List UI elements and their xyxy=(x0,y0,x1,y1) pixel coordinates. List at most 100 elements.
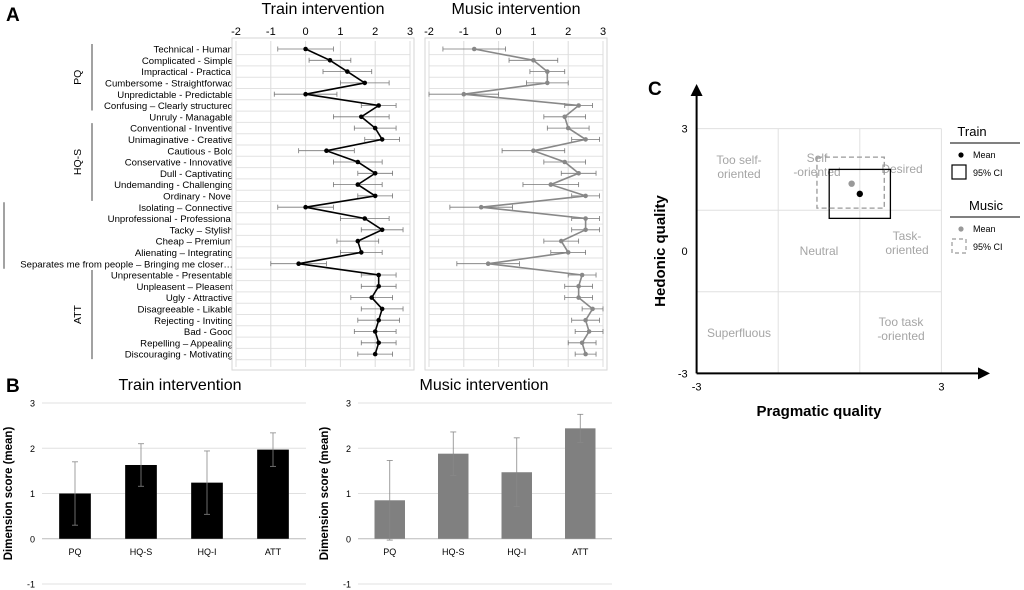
c-region-label: -oriented xyxy=(877,329,924,343)
music-a-point xyxy=(583,227,588,233)
category-label: Alienating – Integrating xyxy=(135,248,233,259)
music-a-xtick-label: 1 xyxy=(530,26,536,38)
c-ci-box-train xyxy=(828,168,892,220)
c-region-label: Superfluous xyxy=(707,326,771,340)
train-a-point xyxy=(355,182,361,187)
train-a-xtick-label: -1 xyxy=(266,26,276,38)
category-label: Separates me from people – Bringing me c… xyxy=(20,259,233,270)
train-a-point xyxy=(376,317,381,323)
train-a-point xyxy=(372,193,378,199)
music-a-point xyxy=(562,159,568,165)
train-a-point xyxy=(379,306,385,312)
train-a-point xyxy=(369,295,375,300)
category-label: Cautious - Bold xyxy=(167,146,233,157)
music-a-point xyxy=(583,317,588,323)
music-a-point xyxy=(562,114,568,120)
music-a-point xyxy=(583,193,588,199)
music-a-point xyxy=(583,137,588,142)
c-legend-music-mean-marker xyxy=(958,226,964,232)
music-a-point xyxy=(586,329,592,334)
c-ytick-label: 3 xyxy=(681,124,687,136)
train-a-point xyxy=(345,69,350,74)
c-mean-point-music xyxy=(848,180,855,187)
train-a-point xyxy=(358,114,364,120)
train-a-point xyxy=(324,148,329,153)
category-label: Impractical - Practical xyxy=(141,67,233,78)
music-a-point xyxy=(579,272,585,278)
music-b-ytick-label: 2 xyxy=(346,444,351,454)
group-label: ATT xyxy=(72,304,84,324)
category-label: Cumbersome - Straightforwad xyxy=(105,79,233,90)
music-b-category-label: HQ-S xyxy=(442,547,465,557)
train-a-xtick-label: 1 xyxy=(337,26,343,38)
category-label: Discouraging - Motivating xyxy=(125,350,233,361)
c-ci-box-music xyxy=(816,156,885,209)
category-label: Tacky – Stylish xyxy=(170,225,233,236)
music-a-xtick-label: -1 xyxy=(459,26,469,38)
music-b-ytick-label: 0 xyxy=(346,534,351,544)
category-label: Unimaginative - Creative xyxy=(128,135,233,146)
train-a-point xyxy=(355,238,361,244)
music-b-category-label: PQ xyxy=(383,547,396,557)
music-a-point xyxy=(545,69,550,74)
music-a-xtick-label: -2 xyxy=(424,26,434,38)
c-y-axis-arrow xyxy=(690,84,703,96)
c-legend-train-ci-label: 95% CI xyxy=(973,168,1003,178)
train-a-point xyxy=(372,329,378,334)
train-b-ytick-label: -1 xyxy=(27,580,35,590)
music-a-point xyxy=(583,351,588,357)
train-a-point xyxy=(355,159,361,165)
c-ylabel: Hedonic quality xyxy=(652,195,669,307)
category-label: Confusing – Clearly structured xyxy=(104,101,233,112)
train-b-title: Train intervention xyxy=(118,377,241,394)
c-region-label: oriented xyxy=(717,167,760,181)
category-label: Unpredictable - Predictable xyxy=(117,90,233,101)
music-a-point xyxy=(565,125,571,131)
music-a-point xyxy=(590,306,595,312)
music-b-ytick-label: 1 xyxy=(346,489,351,499)
c-xtick-label: 3 xyxy=(938,381,944,393)
c-legend-music-mean-label: Mean xyxy=(973,224,996,234)
train-a-frame xyxy=(231,37,415,371)
c-legend-title-music: Music xyxy=(969,198,1003,213)
train-a-point xyxy=(376,272,381,278)
music-a-point xyxy=(576,295,581,300)
panel-label-b: B xyxy=(6,376,20,397)
music-a-frame xyxy=(424,37,608,371)
c-region-label: Desired xyxy=(881,162,922,176)
train-a-point xyxy=(379,227,385,233)
train-a-point xyxy=(372,351,378,357)
c-region-label: oriented xyxy=(885,243,928,257)
music-b-ylabel: Dimension score (mean) xyxy=(319,427,331,561)
music-a-xtick-label: 3 xyxy=(600,26,606,38)
train-a-point xyxy=(362,80,368,86)
train-a-xtick-label: 2 xyxy=(372,26,378,38)
train-a-point xyxy=(379,137,385,142)
train-b-ylabel: Dimension score (mean) xyxy=(3,427,15,561)
category-label: Technical - Human xyxy=(154,45,233,56)
category-label: Repelling – Appealing xyxy=(140,338,233,349)
train-a-xtick-label: 3 xyxy=(407,26,413,38)
music-a-point xyxy=(576,171,581,176)
category-label: Ugly - Attractive xyxy=(166,293,233,304)
train-a-series-line xyxy=(298,48,384,355)
music-b-title: Music intervention xyxy=(420,377,549,394)
category-label: Ordinary - Novel xyxy=(163,192,233,203)
music-a-point xyxy=(565,250,571,255)
train-a-point xyxy=(376,340,381,346)
train-b-category-label: HQ-I xyxy=(198,547,217,557)
train-a-xtick-label: -2 xyxy=(231,26,241,38)
category-label: Conservative - Innovative xyxy=(125,158,233,169)
c-xlabel: Pragmatic quality xyxy=(756,403,882,420)
c-ytick-label: 0 xyxy=(681,246,687,258)
category-label: Rejecting - Inviting xyxy=(154,316,233,327)
music-a-point xyxy=(545,80,550,86)
c-region-label: Too self- xyxy=(716,153,761,167)
train-a-point xyxy=(376,103,381,108)
c-x-axis-arrow xyxy=(978,367,990,380)
category-label: Dull - Captivating xyxy=(160,169,233,180)
train-b-category-label: HQ-S xyxy=(130,547,153,557)
music-a-series-line xyxy=(463,48,594,355)
music-a-point xyxy=(471,46,477,52)
